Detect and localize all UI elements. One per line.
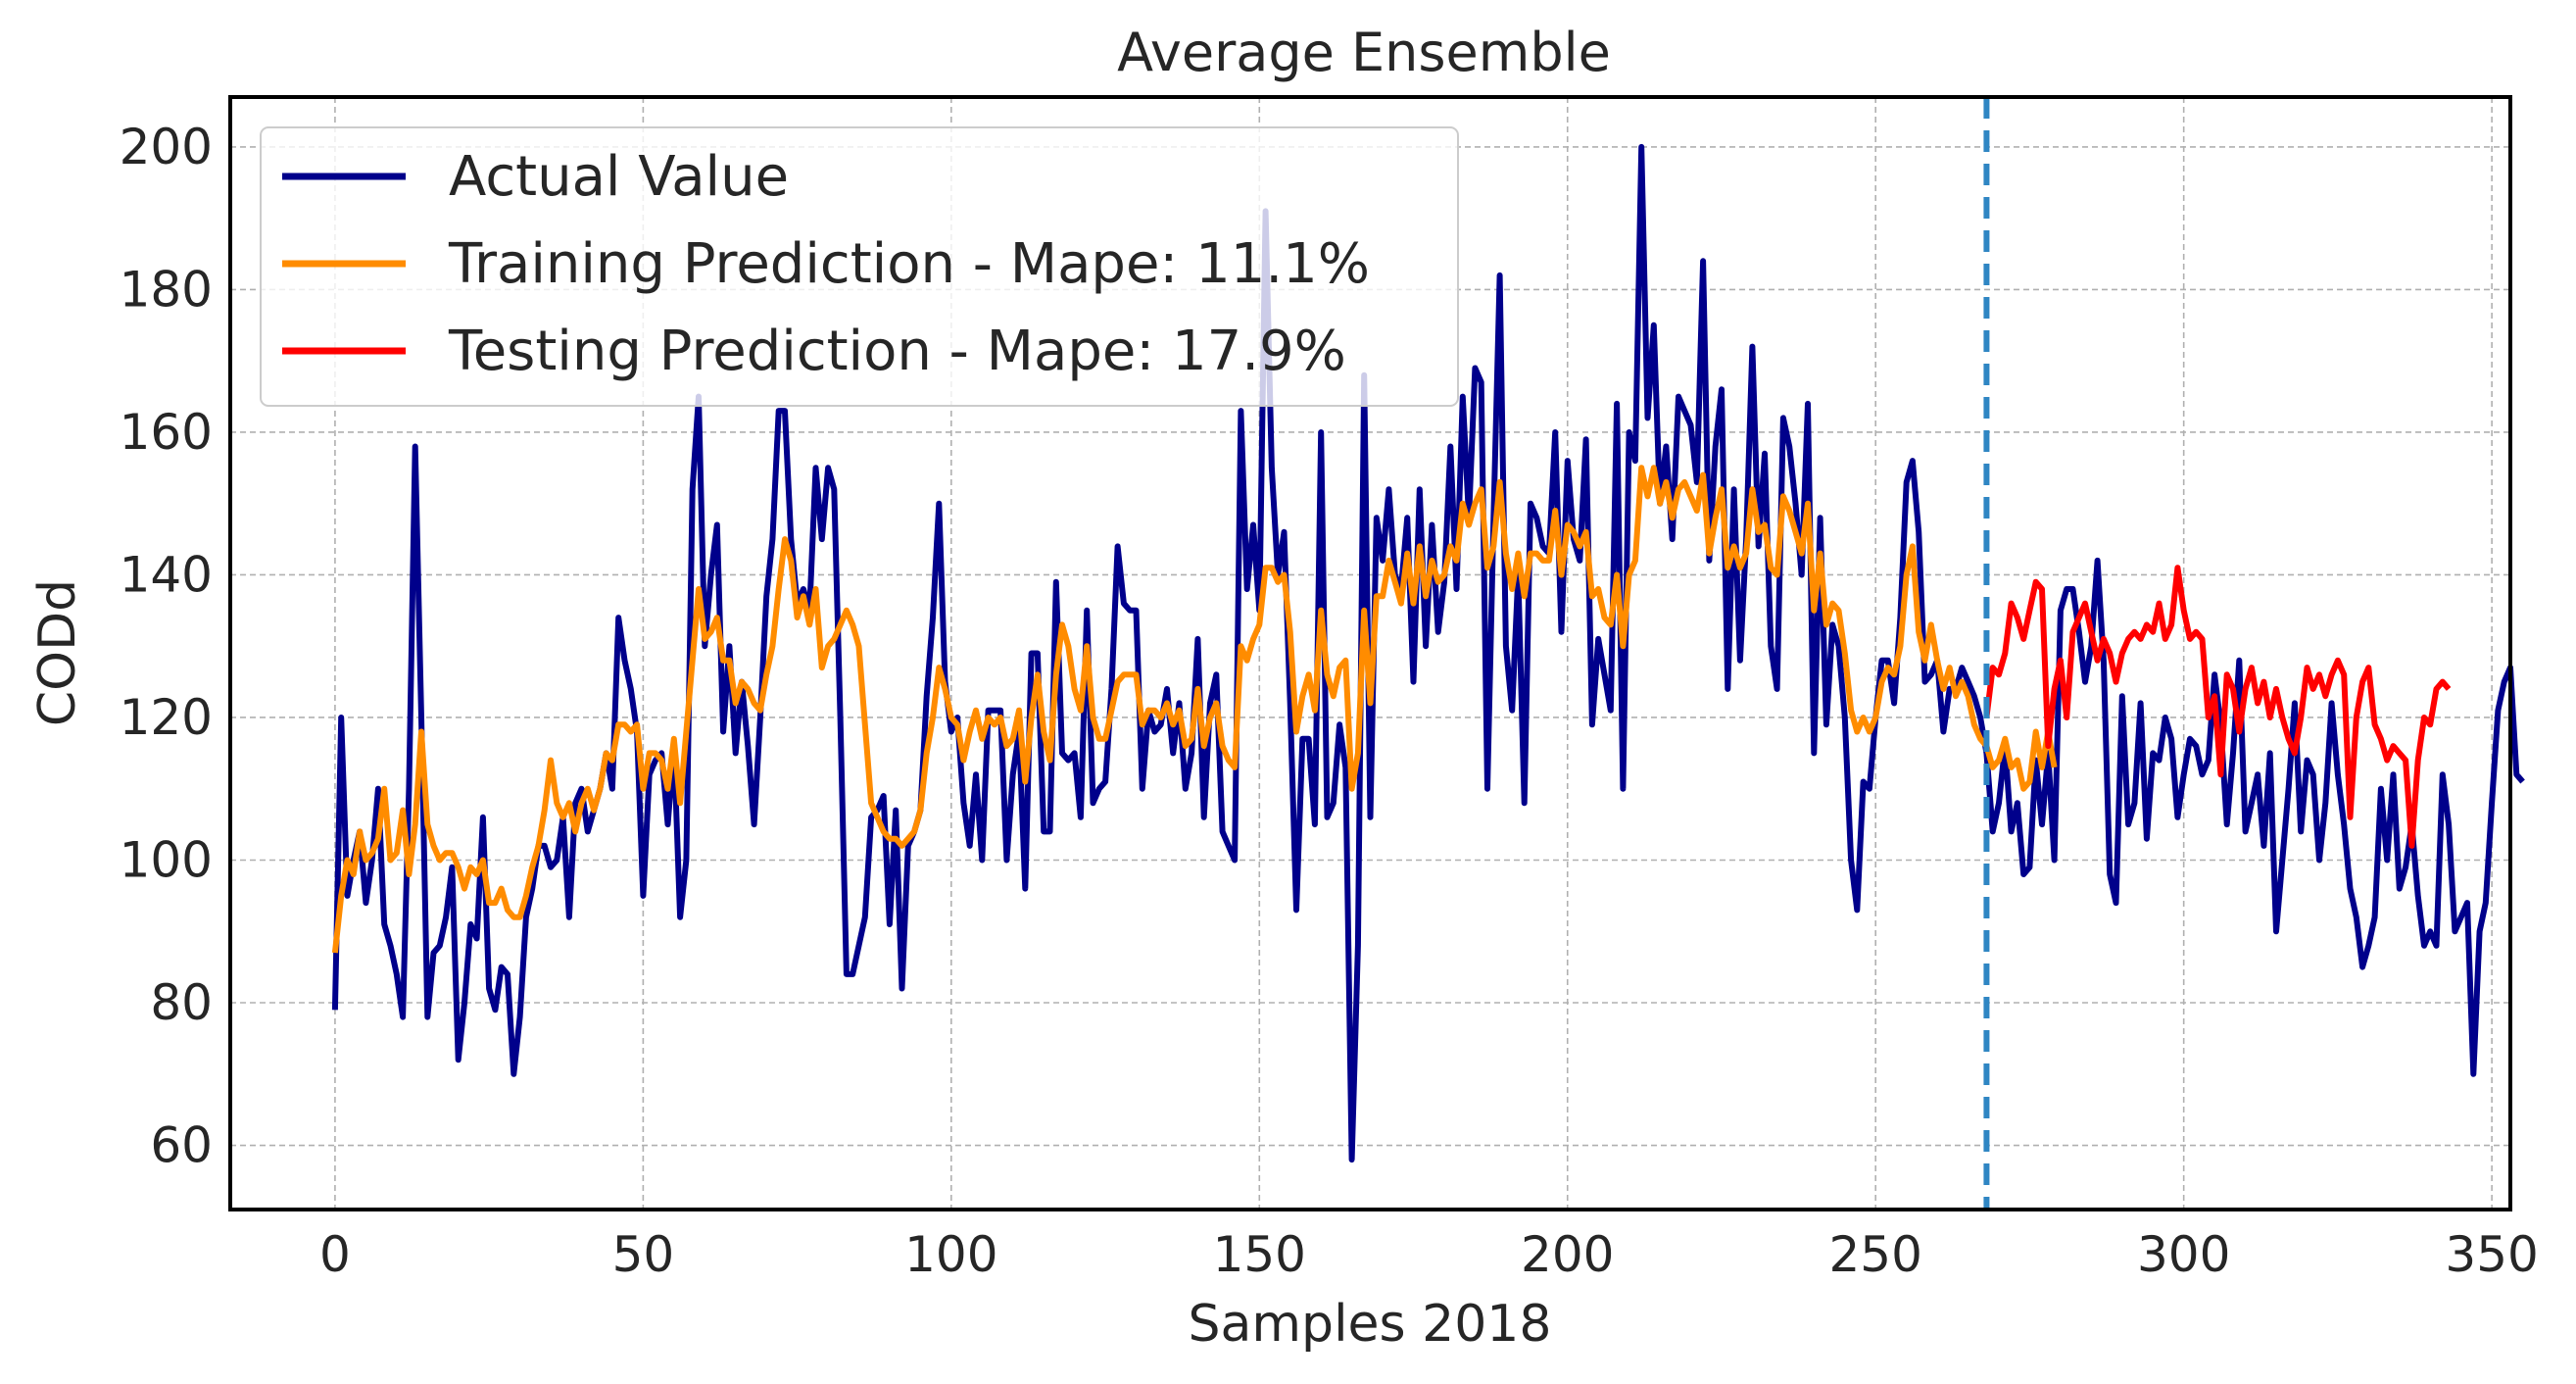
y-tick-label: 120 [120, 689, 213, 746]
y-axis-label: CODd [28, 579, 87, 726]
y-axis-ticks: 60 80 100 120 140 160 180 200 [120, 119, 213, 1174]
x-tick-label: 50 [612, 1226, 675, 1283]
chart-title: Average Ensemble [1117, 22, 1611, 83]
y-tick-label: 160 [120, 404, 213, 461]
x-tick-label: 100 [904, 1226, 997, 1283]
legend-label-testing: Testing Prediction - Mape: 17.9% [448, 320, 1346, 383]
x-tick-label: 150 [1213, 1226, 1306, 1283]
series-layer [331, 143, 2525, 1163]
y-tick-label: 60 [150, 1117, 213, 1174]
x-tick-label: 0 [319, 1226, 351, 1283]
x-axis-label: Samples 2018 [1189, 1295, 1552, 1354]
y-tick-label: 80 [150, 974, 213, 1031]
x-tick-label: 200 [1521, 1226, 1614, 1283]
legend-label-training: Training Prediction - Mape: 11.1% [448, 232, 1370, 296]
x-tick-label: 350 [2445, 1226, 2538, 1283]
y-tick-label: 200 [120, 119, 213, 175]
x-tick-label: 250 [1828, 1226, 1921, 1283]
legend-box [260, 126, 1459, 407]
series-testing-line [1983, 565, 2452, 849]
plot-frame [228, 95, 2512, 1211]
x-tick-label: 300 [2137, 1226, 2230, 1283]
series-training-line [331, 465, 2058, 954]
y-tick-label: 140 [120, 546, 213, 603]
x-axis-ticks: 0 50 100 150 200 250 300 350 [319, 1226, 2539, 1283]
y-tick-label: 180 [120, 261, 213, 318]
y-tick-label: 100 [120, 831, 213, 888]
legend-label-actual: Actual Value [449, 145, 789, 209]
legend: Actual Value Training Prediction - Mape:… [260, 126, 1459, 407]
